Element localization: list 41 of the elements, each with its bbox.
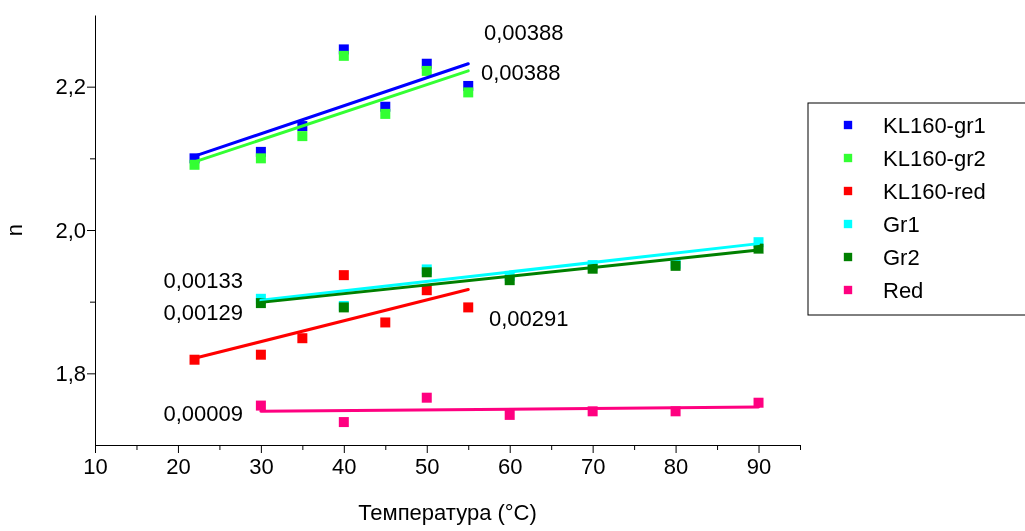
x-tick-label: 90 bbox=[746, 453, 772, 479]
point bbox=[338, 417, 349, 428]
point bbox=[255, 400, 266, 411]
point bbox=[421, 65, 432, 76]
annotation: 0,00129 bbox=[163, 299, 243, 325]
annotation: 0,00133 bbox=[163, 267, 243, 293]
legend-label: KL160-gr2 bbox=[883, 145, 986, 171]
point bbox=[338, 270, 349, 281]
x-tick-label: 60 bbox=[497, 453, 523, 479]
legend-label: KL160-gr1 bbox=[883, 112, 986, 138]
point bbox=[463, 302, 474, 313]
legend-label: Gr1 bbox=[883, 211, 920, 237]
x-tick-label: 70 bbox=[580, 453, 606, 479]
point bbox=[380, 317, 391, 328]
point bbox=[504, 409, 515, 420]
annotation: 0,00388 bbox=[481, 59, 561, 85]
point bbox=[380, 108, 391, 119]
legend-label: Gr2 bbox=[883, 244, 920, 270]
legend-label: Red bbox=[883, 277, 924, 303]
y-axis-title: n bbox=[2, 223, 27, 237]
x-tick-label: 80 bbox=[663, 453, 689, 479]
y-tick-label: 1,8 bbox=[55, 360, 86, 386]
x-tick-label: 40 bbox=[332, 453, 357, 479]
x-tick-label: 10 bbox=[83, 453, 108, 479]
point bbox=[338, 50, 349, 61]
x-axis-title: Температура (°C) bbox=[358, 500, 537, 525]
y-tick-label: 2,2 bbox=[55, 74, 86, 100]
y-tick-label: 2,0 bbox=[55, 217, 86, 243]
x-tick-label: 30 bbox=[249, 453, 274, 479]
x-tick-label: 50 bbox=[415, 453, 440, 479]
x-tick-label: 20 bbox=[166, 453, 191, 479]
point bbox=[297, 333, 308, 344]
annotation: 0,00009 bbox=[163, 400, 243, 426]
point bbox=[297, 131, 308, 142]
annotation: 0,00291 bbox=[489, 305, 569, 331]
point bbox=[421, 392, 432, 403]
annotation: 0,00388 bbox=[484, 19, 564, 45]
legend-label: KL160-red bbox=[883, 178, 986, 204]
point bbox=[463, 87, 474, 98]
point bbox=[255, 153, 266, 164]
point bbox=[255, 349, 266, 360]
